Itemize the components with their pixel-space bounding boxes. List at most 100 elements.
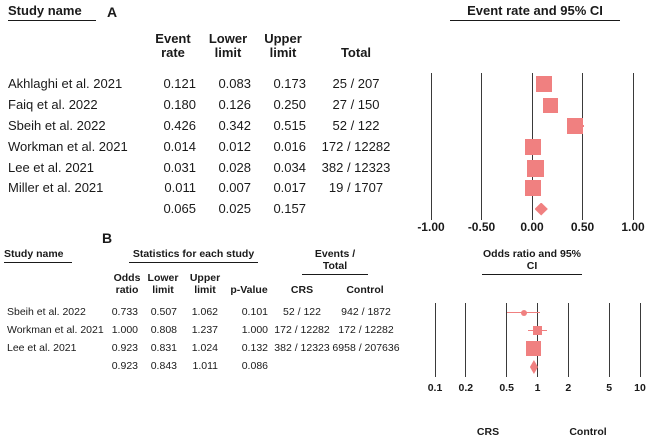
panel-a-study-name-header: Study name <box>8 4 96 21</box>
panel-b-plot-title: Odds ratio and 95% CI <box>482 248 582 275</box>
crs-events-total: 52 / 122 <box>283 306 321 318</box>
study-name: Sbeih et al. 2022 <box>7 306 86 318</box>
summary-upper-limit: 0.157 <box>273 201 306 216</box>
summary-diamond <box>529 360 538 374</box>
panel-b-events-total-header: Events / Total <box>302 248 368 275</box>
axis-tick-label: 2 <box>565 382 572 394</box>
summary-lower-limit: 0.025 <box>218 201 251 216</box>
study-name: Faiq et al. 2022 <box>8 97 98 112</box>
gridline <box>632 73 634 220</box>
event-rate-value: 0.031 <box>163 160 196 175</box>
event-rate-value: 0.011 <box>164 180 196 195</box>
gridline <box>582 73 583 220</box>
total-value: 382 / 12323 <box>321 160 391 175</box>
p-value: 0.101 <box>241 306 268 318</box>
study-name: Miller et al. 2021 <box>8 180 104 195</box>
upper-limit-value: 0.250 <box>273 97 306 112</box>
panel-b-col-p-value: p-Value <box>230 284 268 296</box>
summary-odds-ratio: 0.923 <box>111 360 138 372</box>
axis-tick-label: 1 <box>534 382 541 394</box>
total-value: 27 / 150 <box>332 97 380 112</box>
upper-limit-value: 0.016 <box>273 139 306 154</box>
event-rate-value: 0.426 <box>163 118 196 133</box>
crs-events-total: 172 / 12282 <box>274 324 330 336</box>
upper-limit-value: 0.017 <box>273 180 306 195</box>
axis-tick-label: -0.50 <box>467 220 496 234</box>
forest-marker <box>536 76 553 92</box>
gridline <box>537 303 538 377</box>
lower-limit-value: 0.012 <box>218 139 251 154</box>
panel-b-col-control: Control <box>346 284 384 296</box>
summary-upper-limit: 1.011 <box>192 360 219 372</box>
study-name: Sbeih et al. 2022 <box>8 118 106 133</box>
study-name: Akhlaghi et al. 2021 <box>8 76 123 91</box>
lower-limit-value: 0.007 <box>218 180 251 195</box>
forest-marker <box>520 309 527 316</box>
gridline <box>430 73 432 220</box>
panel-b-col-crs: CRS <box>290 284 314 296</box>
lower-limit-value: 0.083 <box>218 76 251 91</box>
lower-limit-value: 0.342 <box>218 118 251 133</box>
panel-b-study-name-header: Study name <box>4 248 72 263</box>
upper-limit-value: 1.024 <box>191 342 218 354</box>
axis-tick-label: 0.2 <box>458 382 474 394</box>
lower-limit-value: 0.028 <box>218 160 251 175</box>
study-name: Workman et al. 2021 <box>7 324 104 336</box>
forest-marker <box>526 341 542 356</box>
total-value: 19 / 1707 <box>328 180 384 195</box>
total-value: 52 / 122 <box>332 118 380 133</box>
panel-b-statistics-header: Statistics for each study <box>129 248 258 263</box>
lower-limit-value: 0.507 <box>150 306 177 318</box>
upper-limit-value: 0.173 <box>273 76 306 91</box>
event-rate-value: 0.180 <box>163 97 196 112</box>
odds-ratio-value: 1.000 <box>111 324 138 336</box>
event-rate-value: 0.014 <box>163 139 196 154</box>
summary-lower-limit: 0.843 <box>150 360 177 372</box>
study-name: Workman et al. 2021 <box>8 139 128 154</box>
lower-limit-value: 0.831 <box>150 342 177 354</box>
group-label-control: Control <box>569 426 607 438</box>
panel-a-col-upper-limit: Upper limit <box>264 31 302 60</box>
control-events-total: 172 / 12282 <box>338 324 394 336</box>
axis-tick-label: 1.00 <box>621 220 645 234</box>
forest-marker <box>525 139 542 155</box>
gridline <box>567 303 569 377</box>
upper-limit-value: 1.237 <box>191 324 218 336</box>
panel-b-col-odds-ratio: Odds ratio <box>113 272 141 296</box>
control-events-total: 942 / 1872 <box>341 306 391 318</box>
axis-tick-label: 10 <box>634 382 646 394</box>
gridline <box>465 303 467 377</box>
gridline <box>639 303 641 377</box>
p-value: 0.132 <box>241 342 268 354</box>
axis-tick-label: 0.1 <box>427 382 443 394</box>
crs-events-total: 382 / 12323 <box>274 342 330 354</box>
forest-marker <box>567 118 584 134</box>
total-value: 25 / 207 <box>332 76 380 91</box>
odds-ratio-value: 0.733 <box>111 306 138 318</box>
panel-a-col-total: Total <box>340 45 372 60</box>
odds-ratio-value: 0.923 <box>111 342 138 354</box>
study-name: Lee et al. 2021 <box>7 342 77 354</box>
forest-marker <box>525 180 542 196</box>
summary-event-rate: 0.065 <box>163 201 196 216</box>
upper-limit-value: 1.062 <box>191 306 218 318</box>
panel-a-plot-title: Event rate and 95% CI <box>450 4 620 21</box>
panel-a-col-lower-limit: Lower limit <box>208 31 248 60</box>
forest-marker <box>542 97 558 113</box>
study-name: Lee et al. 2021 <box>8 160 95 175</box>
gridline <box>608 303 610 377</box>
panel-b-col-upper-limit: Upper limit <box>189 272 221 296</box>
panel-b-col-lower-limit: Lower limit <box>147 272 179 296</box>
axis-tick-label: 5 <box>606 382 613 394</box>
gridline <box>506 303 508 377</box>
total-value: 172 / 12282 <box>321 139 391 154</box>
summary-p-value: 0.086 <box>241 360 268 372</box>
axis-tick-label: 0.5 <box>499 382 514 394</box>
forest-marker <box>533 326 542 335</box>
event-rate-value: 0.121 <box>163 76 196 91</box>
axis-tick-label: -1.00 <box>417 220 445 234</box>
p-value: 1.000 <box>241 324 268 336</box>
panel-a-col-event-rate: Event rate <box>155 31 191 60</box>
